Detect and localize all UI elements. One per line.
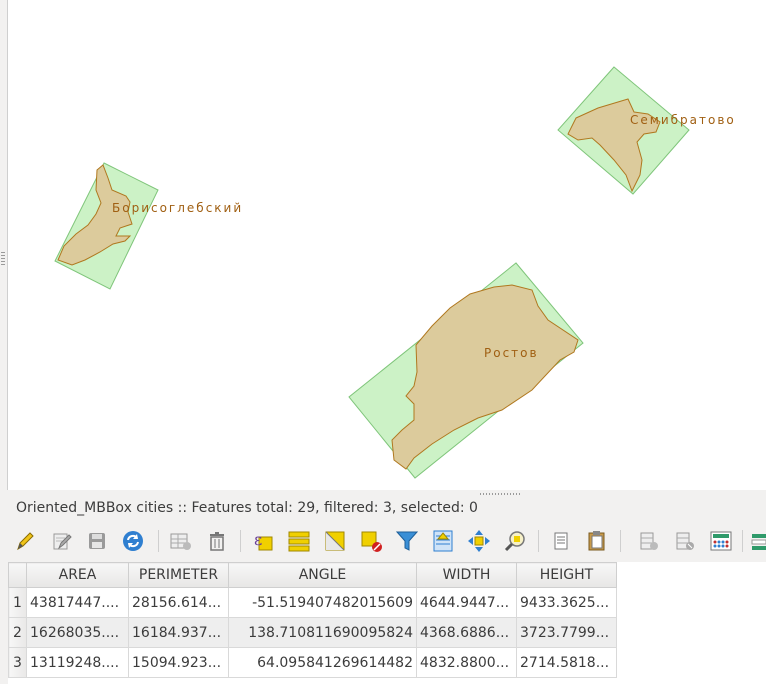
dock-grip-handle[interactable] [1, 252, 5, 266]
cell-angle[interactable]: -51.519407482015609 [228, 587, 417, 618]
toggle-editing-icon[interactable] [12, 528, 38, 554]
reload-icon[interactable] [120, 528, 146, 554]
map-label-rostov: Ростов [484, 346, 539, 360]
toolbar-separator [742, 530, 743, 552]
svg-text:ε: ε [254, 530, 262, 549]
cell-height[interactable]: 9433.3625... [516, 587, 617, 618]
cell-height[interactable]: 3723.7799... [516, 617, 617, 648]
cell-area[interactable]: 43817447.... [26, 587, 129, 618]
column-header-width[interactable]: WIDTH [416, 562, 517, 588]
toolbar-separator [158, 530, 159, 552]
row-number[interactable]: 2 [8, 617, 27, 648]
select-all-icon[interactable] [286, 528, 312, 554]
cell-perimeter[interactable]: 15094.923... [128, 647, 229, 678]
table-row[interactable]: 1 43817447.... 28156.614... -51.51940748… [8, 587, 617, 618]
attribute-table: AREA PERIMETER ANGLE WIDTH HEIGHT 1 4381… [8, 562, 766, 684]
row-number[interactable]: 1 [8, 587, 27, 618]
field-calculator-icon[interactable] [708, 528, 734, 554]
map-label-semibratovo: Семибратово [630, 113, 736, 127]
cell-area[interactable]: 16268035.... [26, 617, 129, 648]
cell-height[interactable]: 2714.5818... [516, 647, 617, 678]
toolbar-separator [620, 530, 621, 552]
delete-feature-icon[interactable] [204, 528, 230, 554]
save-edits-icon[interactable] [84, 528, 110, 554]
new-field-icon[interactable] [636, 528, 662, 554]
map-label-borisoglebsky: Борисоглебский [112, 201, 244, 215]
map-canvas[interactable]: Борисоглебский Семибратово Ростов [0, 0, 766, 490]
city-semibratovo[interactable] [567, 98, 661, 193]
splitter-grip-handle[interactable] [480, 493, 520, 495]
city-borisoglebsky[interactable] [57, 164, 133, 266]
column-header-angle[interactable]: ANGLE [228, 562, 417, 588]
corner-header[interactable] [8, 562, 27, 588]
toolbar-separator [538, 530, 539, 552]
panel-splitter[interactable] [0, 490, 766, 498]
cell-width[interactable]: 4832.8800... [416, 647, 517, 678]
multi-edit-icon[interactable] [48, 528, 74, 554]
invert-selection-icon[interactable] [322, 528, 348, 554]
select-by-expression-icon[interactable]: ε [250, 528, 276, 554]
move-selection-top-icon[interactable] [430, 528, 456, 554]
table-row[interactable]: 2 16268035.... 16184.937... 138.71081169… [8, 617, 617, 648]
cell-angle[interactable]: 64.095841269614482 [228, 647, 417, 678]
copy-rows-icon[interactable] [548, 528, 574, 554]
cell-area[interactable]: 13119248.... [26, 647, 129, 678]
column-header-perimeter[interactable]: PERIMETER [128, 562, 229, 588]
filter-icon[interactable] [394, 528, 420, 554]
map-layers [54, 66, 690, 479]
column-header-height[interactable]: HEIGHT [516, 562, 617, 588]
cell-perimeter[interactable]: 28156.614... [128, 587, 229, 618]
cell-angle[interactable]: 138.710811690095824 [228, 617, 417, 648]
cell-perimeter[interactable]: 16184.937... [128, 617, 229, 648]
cell-width[interactable]: 4368.6886... [416, 617, 517, 648]
deselect-all-icon[interactable] [358, 528, 384, 554]
city-rostov[interactable] [391, 284, 579, 470]
toolbar-separator [240, 530, 241, 552]
left-dock-edge [0, 0, 8, 490]
paste-features-icon[interactable] [584, 528, 610, 554]
add-feature-icon[interactable] [168, 528, 194, 554]
attribute-toolbar: ε [8, 526, 766, 558]
conditional-formatting-icon[interactable] [750, 528, 766, 554]
pan-to-selected-icon[interactable] [466, 528, 492, 554]
column-header-area[interactable]: AREA [26, 562, 129, 588]
cell-width[interactable]: 4644.9447... [416, 587, 517, 618]
zoom-to-selected-icon[interactable] [502, 528, 528, 554]
row-number[interactable]: 3 [8, 647, 27, 678]
attribute-table-title: Oriented_MBBox cities :: Features total:… [16, 500, 478, 516]
delete-field-icon[interactable] [672, 528, 698, 554]
table-row[interactable]: 3 13119248.... 15094.923... 64.095841269… [8, 647, 617, 678]
